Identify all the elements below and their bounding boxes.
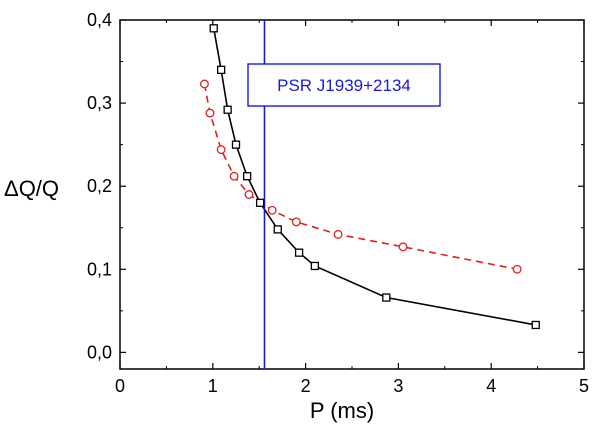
x-tick-label: 0 (115, 376, 125, 396)
series-1-point (382, 293, 391, 302)
annotation-label: PSR J1939+2134 (277, 76, 411, 95)
series-1-point (223, 105, 232, 114)
series-1-point (209, 24, 218, 33)
x-tick-label: 4 (486, 376, 496, 396)
series-2-point (267, 205, 277, 215)
y-tick-label: 0,3 (87, 93, 112, 113)
series-2-point (205, 108, 215, 118)
series-2-point (291, 217, 301, 227)
y-tick-label: 0,0 (87, 342, 112, 362)
series-1-point (294, 248, 304, 257)
series-1-point (273, 225, 282, 234)
x-tick-label: 3 (393, 376, 403, 396)
series-1-point (310, 261, 320, 271)
series-1-point (217, 65, 226, 75)
x-tick-label: 2 (301, 376, 311, 396)
series-2-line (203, 83, 518, 271)
series-2-point (333, 229, 343, 239)
series-2-point (199, 79, 209, 89)
annotation-box (247, 63, 441, 107)
series-1-point (255, 198, 265, 207)
x-tick-label: 5 (579, 376, 589, 396)
y-tick-label: 0,4 (87, 10, 112, 30)
series-1-point (231, 140, 241, 149)
series-2-point (244, 190, 254, 199)
series-2-point (216, 145, 226, 155)
y-axis-label: ΔQ/Q (4, 176, 59, 201)
series-1-point (531, 320, 540, 330)
series-2-point (512, 264, 522, 274)
series-2-point (398, 242, 408, 252)
y-tick-label: 0,2 (87, 176, 112, 196)
x-tick-label: 1 (208, 376, 218, 396)
x-axis-label: P (ms) (310, 398, 374, 423)
series-1-point (242, 172, 252, 181)
y-tick-label: 0,1 (87, 259, 112, 279)
series-2-point (229, 171, 239, 181)
